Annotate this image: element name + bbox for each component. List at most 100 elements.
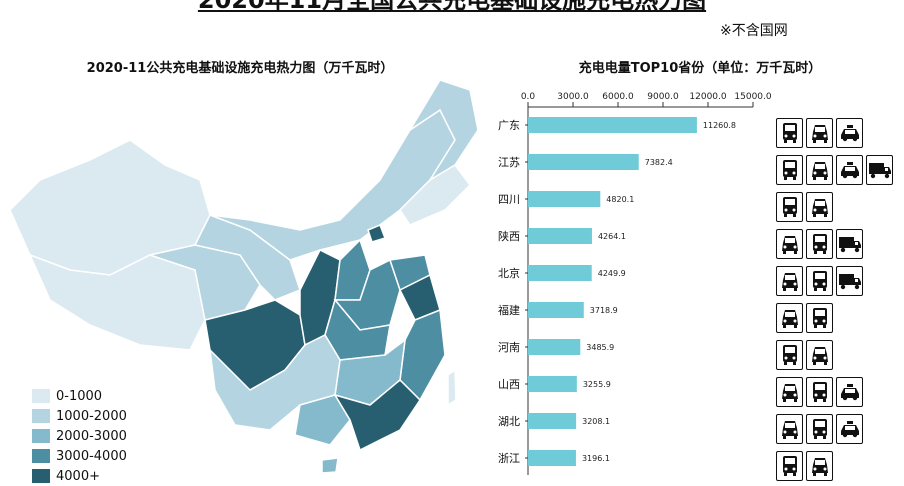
legend-swatch	[32, 469, 50, 483]
region-taiwan	[447, 368, 457, 407]
legend-swatch	[32, 449, 50, 463]
value-label: 11260.8	[703, 121, 736, 130]
category-label: 江苏	[498, 156, 520, 169]
bus-icon	[776, 118, 803, 148]
bar	[528, 450, 576, 466]
source-note: ※不含国网	[720, 23, 788, 39]
bus-icon	[776, 192, 803, 222]
truck-icon	[866, 155, 893, 185]
map-title: 2020-11公共充电基础设施充电热力图（万千瓦时）	[86, 61, 394, 76]
region-guangdong	[333, 378, 421, 452]
vehicle-icon-row	[776, 451, 833, 481]
bar	[528, 265, 592, 281]
legend-swatch	[32, 409, 50, 423]
vehicle-icon-row	[776, 266, 863, 296]
legend-item: 1000-2000	[32, 406, 127, 426]
taxi-icon	[836, 414, 863, 444]
x-tick-label: 9000.0	[647, 92, 679, 102]
category-label: 北京	[498, 266, 520, 280]
car-icon	[776, 266, 803, 296]
value-label: 4249.9	[598, 269, 626, 278]
legend-label: 3000-4000	[56, 448, 127, 464]
bar	[528, 339, 581, 355]
car-icon	[776, 229, 803, 259]
legend-item: 4000+	[32, 466, 127, 486]
bar	[528, 228, 592, 244]
category-label: 福建	[498, 303, 520, 317]
legend-swatch	[32, 429, 50, 443]
car-icon	[776, 303, 803, 333]
vehicle-icon-row	[776, 229, 863, 259]
legend-label: 0-1000	[56, 388, 103, 404]
taxi-icon	[836, 118, 863, 148]
category-label: 湖北	[498, 415, 520, 428]
value-label: 4820.1	[606, 195, 634, 204]
x-tick-label: 0.0	[521, 92, 536, 102]
category-label: 广东	[498, 119, 520, 132]
value-label: 4264.1	[598, 232, 626, 241]
bus-icon	[806, 229, 833, 259]
car-icon	[806, 451, 833, 481]
bar-chart-title: 充电电量TOP10省份（单位：万千瓦时）	[578, 61, 822, 76]
bar	[528, 413, 577, 429]
car-icon	[776, 377, 803, 407]
taxi-icon	[836, 377, 863, 407]
legend-item: 3000-4000	[32, 446, 127, 466]
bus-icon	[806, 266, 833, 296]
vehicle-icon-row	[776, 155, 893, 185]
x-tick-label: 15000.0	[734, 92, 771, 102]
bus-icon	[776, 451, 803, 481]
vehicle-icon-row	[776, 340, 833, 370]
legend-item: 0-1000	[32, 386, 127, 406]
region-guangxi	[294, 394, 351, 446]
bar	[528, 154, 639, 170]
bus-icon	[806, 303, 833, 333]
truck-icon	[836, 266, 863, 296]
car-icon	[806, 118, 833, 148]
legend-label: 1000-2000	[56, 408, 127, 424]
legend-item: 2000-3000	[32, 426, 127, 446]
value-label: 3196.1	[582, 454, 610, 463]
top10-bar-chart: 0.0 3000.0 6000.0 9000.0 12000.0 15000.0 广东 112…	[498, 92, 772, 475]
bar	[528, 117, 697, 133]
main-title: 2020年11月全国公共充电基础设施充电热力图	[197, 0, 707, 14]
taxi-icon	[836, 155, 863, 185]
region-guizhou-yunnan	[208, 334, 341, 431]
value-label: 3208.1	[582, 417, 610, 426]
region-jilin-liaoning	[399, 164, 471, 226]
x-tick-label: 12000.0	[689, 92, 726, 102]
vehicle-icon-row	[776, 118, 863, 148]
region-beijing	[367, 224, 386, 243]
category-label: 山西	[498, 378, 520, 391]
legend-label: 2000-3000	[56, 428, 127, 444]
map-legend: 0-1000 1000-2000 2000-3000 3000-4000 400…	[32, 386, 127, 486]
value-label: 7382.4	[645, 158, 673, 167]
china-heatmap	[9, 79, 479, 474]
car-icon	[776, 414, 803, 444]
category-label: 四川	[498, 193, 520, 206]
value-label: 3255.9	[583, 380, 611, 389]
bus-icon	[776, 155, 803, 185]
car-icon	[806, 340, 833, 370]
vehicle-icon-row	[776, 414, 863, 444]
category-label: 陕西	[498, 229, 520, 243]
bar	[528, 376, 577, 392]
legend-swatch	[32, 389, 50, 403]
vehicle-icon-row	[776, 192, 833, 222]
bar	[528, 191, 601, 207]
x-tick-label: 3000.0	[557, 92, 589, 102]
legend-label: 4000+	[56, 468, 100, 484]
bus-icon	[806, 377, 833, 407]
car-icon	[806, 192, 833, 222]
bus-icon	[776, 340, 803, 370]
vehicle-icon-row	[776, 377, 863, 407]
bar	[528, 302, 584, 318]
category-label: 浙江	[498, 452, 520, 465]
vehicle-icon-row	[776, 303, 833, 333]
x-tick-label: 6000.0	[602, 92, 634, 102]
car-icon	[806, 155, 833, 185]
value-label: 3485.9	[586, 343, 614, 352]
bus-icon	[806, 414, 833, 444]
truck-icon	[836, 229, 863, 259]
region-hainan	[321, 457, 339, 474]
